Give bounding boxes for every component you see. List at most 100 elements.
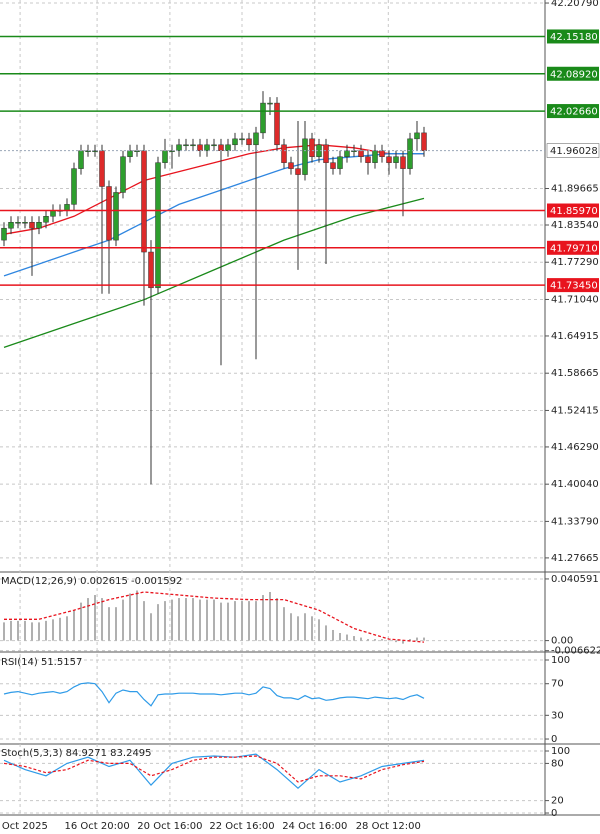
- candle-body: [393, 156, 399, 163]
- level-label-box: [547, 104, 599, 119]
- y-tick-label: 0.040591: [551, 574, 599, 585]
- macd-bar: [339, 633, 341, 641]
- level-label: 42.02660: [550, 107, 598, 118]
- x-tick-label: 4 Oct 2025: [0, 821, 48, 832]
- candle-body: [78, 150, 84, 169]
- candle-body: [113, 192, 119, 241]
- candle-body: [407, 138, 413, 169]
- macd-bar: [122, 599, 124, 641]
- level-label-box: [547, 203, 599, 218]
- macd-bar: [311, 616, 313, 641]
- candle-body: [253, 132, 259, 146]
- macd-bar: [129, 593, 131, 641]
- candle-body: [8, 221, 14, 229]
- stoch-line: [3, 755, 425, 783]
- candle-body: [218, 144, 224, 151]
- candle-body: [323, 144, 329, 163]
- macd-bar: [283, 607, 285, 641]
- macd-bar: [241, 601, 243, 641]
- candle-body: [358, 150, 364, 157]
- candle-body: [1, 227, 7, 241]
- candle-body: [302, 138, 308, 175]
- candle-body: [127, 150, 133, 157]
- y-tick-label: 100: [551, 655, 570, 666]
- macd-bar: [10, 620, 12, 641]
- y-tick-label: 41.89665: [551, 183, 599, 194]
- y-tick-label: 41.27665: [551, 553, 599, 564]
- macd-bar: [24, 620, 26, 641]
- candle-body: [337, 156, 343, 169]
- macd-bar: [423, 637, 425, 641]
- macd-bar: [374, 639, 376, 641]
- candle-body: [267, 102, 273, 105]
- y-tick-label: 0.00: [551, 636, 573, 647]
- candle-body: [155, 162, 161, 289]
- candle-body: [211, 144, 217, 147]
- macd-bar: [115, 607, 117, 641]
- macd-bar: [255, 601, 257, 641]
- y-tick-label: 0: [551, 734, 557, 745]
- candle-body: [176, 144, 182, 151]
- macd-bar: [213, 599, 215, 641]
- candle-body: [197, 144, 203, 151]
- macd-bar: [381, 639, 383, 641]
- candle-body: [421, 132, 427, 151]
- level-label: 41.85970: [550, 206, 598, 217]
- candle-body: [204, 144, 210, 151]
- y-tick-label: 41.40040: [551, 479, 599, 490]
- candle-body: [295, 168, 301, 175]
- level-label-box: [547, 66, 599, 81]
- y-tick-label: 41.71040: [551, 294, 599, 305]
- current-price-label: 41.96028: [550, 146, 598, 157]
- macd-bar: [234, 601, 236, 641]
- macd-bar: [150, 613, 152, 641]
- candle-body: [400, 156, 406, 169]
- macd-bar: [199, 599, 201, 641]
- candle-body: [225, 144, 231, 151]
- candle-body: [43, 216, 49, 223]
- candle-body: [22, 221, 28, 224]
- candle-body: [190, 144, 196, 147]
- macd-bar: [73, 610, 75, 641]
- moving-average: [3, 197, 425, 349]
- stoch-line: [3, 753, 425, 790]
- x-tick-label: 22 Oct 16:00: [209, 821, 274, 832]
- macd-bar: [52, 619, 54, 641]
- macd-bar: [262, 595, 264, 641]
- level-label-box: [547, 278, 599, 293]
- macd-bar: [276, 598, 278, 641]
- y-tick-label: 41.58665: [551, 368, 599, 379]
- candle-body: [288, 162, 294, 169]
- candle-body: [71, 168, 77, 205]
- candle-body: [344, 150, 350, 157]
- candle-body: [246, 138, 252, 146]
- y-tick-label: -0.006622: [551, 646, 600, 657]
- macd-bar: [164, 601, 166, 641]
- candle-body: [365, 156, 371, 163]
- panel-title: RSI(14) 51.5157: [1, 657, 82, 668]
- macd-bar: [185, 598, 187, 641]
- y-tick-label: 41.77290: [551, 257, 599, 268]
- level-label: 42.08920: [550, 69, 598, 80]
- macd-bar: [269, 591, 271, 641]
- level-label: 41.73450: [550, 281, 598, 292]
- macd-bar: [143, 601, 145, 641]
- candle-body: [330, 162, 336, 169]
- candle-body: [148, 251, 154, 289]
- macd-bar: [388, 640, 390, 642]
- x-tick-label: 28 Oct 12:00: [356, 821, 421, 832]
- current-price-box: [546, 143, 600, 158]
- candle-body: [274, 102, 280, 146]
- macd-bar: [325, 625, 327, 641]
- candle-body: [29, 221, 35, 229]
- macd-bar: [290, 613, 292, 641]
- macd-bar: [206, 599, 208, 641]
- candle-body: [372, 150, 378, 163]
- macd-bar: [38, 622, 40, 641]
- candle-body: [281, 144, 287, 163]
- y-tick-label: 80: [551, 758, 564, 769]
- macd-bar: [409, 639, 411, 641]
- candle-body: [379, 150, 385, 157]
- macd-bar: [353, 636, 355, 641]
